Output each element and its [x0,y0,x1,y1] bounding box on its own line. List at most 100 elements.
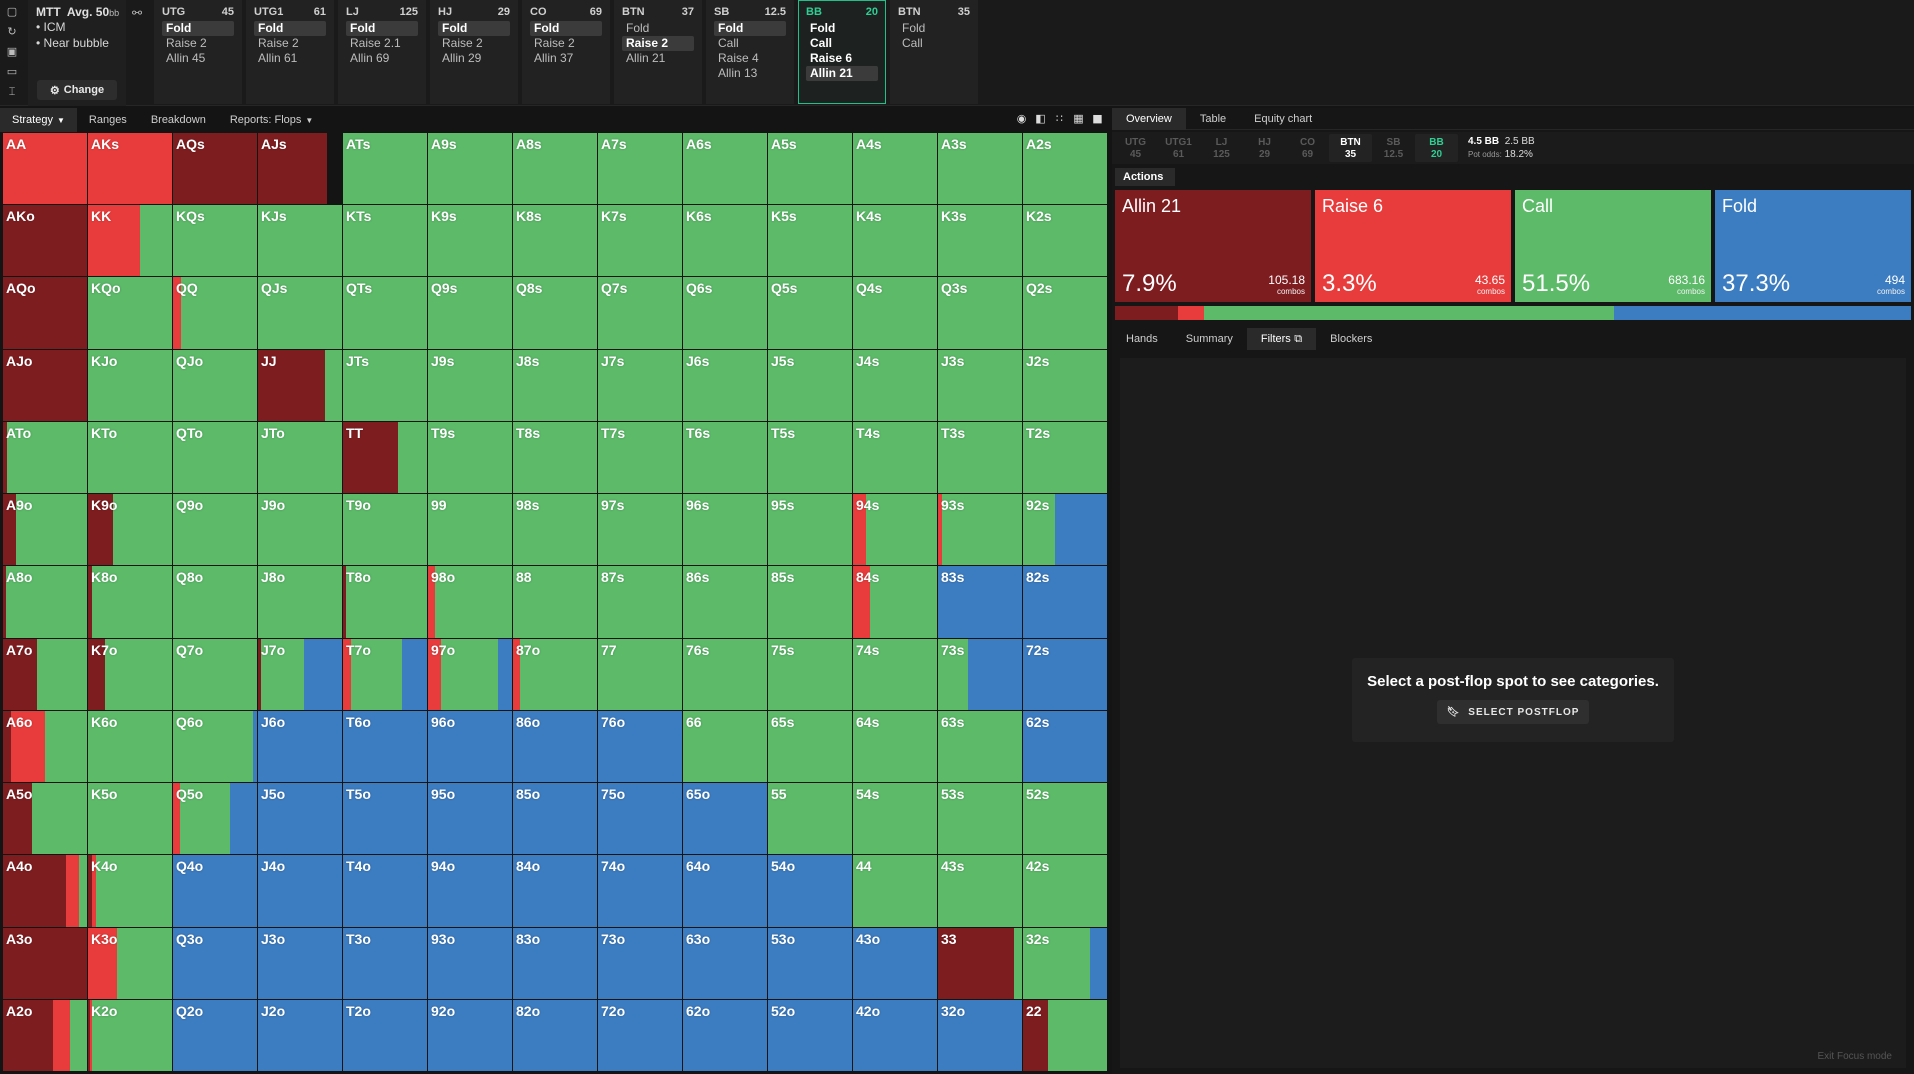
save-icon[interactable]: ▣ [6,45,18,58]
hand-cell-32o[interactable]: 32o [938,999,1022,1071]
hand-cell-jts[interactable]: JTs [343,349,427,421]
hand-cell-k8s[interactable]: K8s [513,205,597,277]
hand-cell-t5o[interactable]: T5o [343,783,427,855]
hand-cell-aa[interactable]: AA [3,133,87,205]
position-action[interactable]: Raise 2.1 [350,36,401,50]
position-action[interactable]: Fold [714,21,786,36]
hand-cell-k2o[interactable]: K2o [88,999,172,1071]
select-postflop-button[interactable]: 🔖︎ SELECT POSTFLOP [1436,700,1590,724]
hand-cell-64o[interactable]: 64o [683,855,767,927]
hand-cell-qq[interactable]: QQ [173,277,257,349]
hand-cell-j3o[interactable]: J3o [258,927,342,999]
tab-table[interactable]: Table [1199,112,1227,125]
position-action[interactable]: Allin 45 [166,51,206,65]
position-action[interactable]: Raise 4 [718,51,759,65]
hand-cell-a4o[interactable]: A4o [3,855,87,927]
hand-cell-54o[interactable]: 54o [768,855,852,927]
position-action[interactable]: Fold [810,21,836,35]
stack-co[interactable]: CO 69 [1286,134,1329,162]
stack-hj[interactable]: HJ 29 [1243,134,1286,162]
hand-cell-82s[interactable]: 82s [1023,566,1107,638]
hand-cell-44[interactable]: 44 [853,855,937,927]
hand-cell-95s[interactable]: 95s [768,494,852,566]
hand-cell-q2s[interactable]: Q2s [1023,277,1107,349]
hand-cell-t4o[interactable]: T4o [343,855,427,927]
text-cursor-icon[interactable]: ⌶ [8,85,16,98]
hand-cell-t6o[interactable]: T6o [343,710,427,783]
hand-cell-jj[interactable]: JJ [258,349,342,421]
hand-cell-k3s[interactable]: K3s [938,205,1022,277]
hand-cell-42o[interactable]: 42o [853,999,937,1071]
hand-cell-k3o[interactable]: K3o [88,927,172,999]
hand-cell-86o[interactable]: 86o [513,710,597,783]
hand-cell-85o[interactable]: 85o [513,783,597,855]
hand-cell-74o[interactable]: 74o [598,855,682,927]
hand-cell-65o[interactable]: 65o [683,783,767,855]
hand-cell-65s[interactable]: 65s [768,710,852,783]
tab-equity-chart[interactable]: Equity chart [1254,112,1313,125]
hand-cell-tt[interactable]: TT [343,421,427,494]
hand-cell-a7o[interactable]: A7o [3,638,87,710]
hand-cell-73s[interactable]: 73s [938,638,1022,710]
hand-cell-j3s[interactable]: J3s [938,349,1022,421]
position-action[interactable]: Fold [902,21,926,35]
tab-breakdown[interactable]: Breakdown [139,108,218,132]
hand-cell-a5o[interactable]: A5o [3,783,87,855]
stack-bb[interactable]: BB 20 [1415,134,1458,162]
hand-cell-q5s[interactable]: Q5s [768,277,852,349]
hand-cell-62o[interactable]: 62o [683,999,767,1071]
hand-cell-q4s[interactable]: Q4s [853,277,937,349]
hand-cell-t7s[interactable]: T7s [598,421,682,494]
position-card-bb[interactable]: BB 20 Fold Call Raise 6 Allin 21 [798,0,886,104]
hand-cell-jto[interactable]: JTo [258,421,342,494]
hand-cell-a9s[interactable]: A9s [428,133,512,205]
hand-cell-aqs[interactable]: AQs [173,133,257,205]
stack-sb[interactable]: SB 12.5 [1372,134,1415,162]
hand-cell-98o[interactable]: 98o [428,566,512,638]
hand-cell-a9o[interactable]: A9o [3,494,87,566]
hand-cell-t9o[interactable]: T9o [343,494,427,566]
position-card-btn[interactable]: BTN 37 Fold Raise 2 Allin 21 [614,0,702,104]
position-card-sb[interactable]: SB 12.5 Fold Call Raise 4 Allin 13 [706,0,794,104]
hand-cell-43o[interactable]: 43o [853,927,937,999]
hand-cell-j5o[interactable]: J5o [258,783,342,855]
hand-cell-ajo[interactable]: AJo [3,349,87,421]
position-action[interactable]: Raise 6 [810,51,853,65]
hand-cell-a4s[interactable]: A4s [853,133,937,205]
stack-btn[interactable]: BTN 35 [1329,134,1372,162]
tab-hands[interactable]: Hands [1112,328,1172,350]
hand-cell-j8o[interactable]: J8o [258,566,342,638]
hand-cell-j7o[interactable]: J7o [258,638,342,710]
hand-cell-a7s[interactable]: A7s [598,133,682,205]
position-action[interactable]: Allin 37 [534,51,574,65]
hand-cell-a3o[interactable]: A3o [3,927,87,999]
hand-cell-63o[interactable]: 63o [683,927,767,999]
hand-cell-83o[interactable]: 83o [513,927,597,999]
hand-cell-j7s[interactable]: J7s [598,349,682,421]
hand-cell-k5s[interactable]: K5s [768,205,852,277]
stack-utg1[interactable]: UTG1 61 [1157,134,1200,162]
tab-strategy[interactable]: Strategy ▼ [0,108,77,132]
position-action[interactable]: Allin 21 [626,51,666,65]
hand-cell-k7s[interactable]: K7s [598,205,682,277]
hand-cell-j9o[interactable]: J9o [258,494,342,566]
hand-cell-kk[interactable]: KK [88,205,172,277]
hand-cell-qto[interactable]: QTo [173,421,257,494]
hand-cell-q2o[interactable]: Q2o [173,999,257,1071]
hand-cell-q7o[interactable]: Q7o [173,638,257,710]
hand-cell-43s[interactable]: 43s [938,855,1022,927]
hand-cell-kjo[interactable]: KJo [88,349,172,421]
hand-cell-76o[interactable]: 76o [598,710,682,783]
position-action[interactable]: Allin 29 [442,51,482,65]
hand-cell-k8o[interactable]: K8o [88,566,172,638]
hand-cell-76s[interactable]: 76s [683,638,767,710]
change-button[interactable]: ⚙ Change [37,80,117,100]
hand-cell-aqo[interactable]: AQo [3,277,87,349]
stack-lj[interactable]: LJ 125 [1200,134,1243,162]
position-action[interactable]: Fold [254,21,326,36]
hand-cell-k6o[interactable]: K6o [88,710,172,783]
hand-cell-87s[interactable]: 87s [598,566,682,638]
hand-cell-q5o[interactable]: Q5o [173,783,257,855]
hand-cell-83s[interactable]: 83s [938,566,1022,638]
hand-cell-k6s[interactable]: K6s [683,205,767,277]
